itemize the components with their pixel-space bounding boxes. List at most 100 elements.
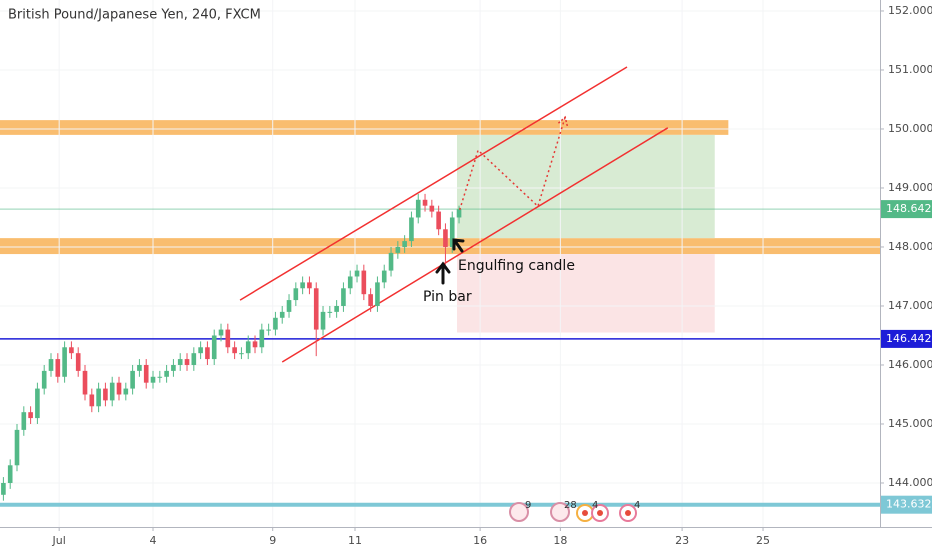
candle-body [177,359,183,365]
candle-body [245,341,251,354]
zone [457,134,715,239]
candle-body [293,288,299,301]
candles-layer [1,193,462,501]
candle-body [381,270,387,283]
candle-body [55,359,61,377]
candle-body [327,311,333,313]
projection-arrowhead [557,115,569,127]
candle-body [320,311,326,330]
candle-body [266,329,271,331]
candle-body [415,199,421,218]
candle-body [143,364,149,383]
candle-body [443,229,448,247]
candle-body [232,347,237,354]
x-tick-label: 25 [756,534,770,547]
candle-body [279,311,285,318]
candle-body [191,353,197,365]
y-tick-label: 152.000 [888,4,932,17]
y-tick-label: 145.000 [888,417,932,430]
price-label-box [881,200,932,219]
candle-body [62,347,67,377]
candle-body [286,300,292,312]
candle-body [164,370,169,377]
arrow [435,261,451,285]
x-tick-label: 11 [348,534,362,547]
candle-body [69,347,74,354]
event-icon [625,510,631,516]
x-tick-label: 4 [150,534,157,547]
candle-body [130,370,135,389]
trend-line [281,127,669,363]
lines-layer [0,66,880,507]
candle-body [48,359,54,371]
candle-body [273,317,278,330]
y-tick-label: 148.000 [888,240,932,253]
event-icon [509,502,529,522]
candle-body [35,388,40,419]
candle-body [1,482,6,495]
candle-body [14,429,20,466]
candle-body [334,305,339,312]
candle-body [198,347,203,354]
candle-body [123,388,129,395]
candle-body [368,294,373,306]
y-tick-label: 146.000 [888,358,932,371]
y-tick-label: 150.000 [888,122,932,135]
candle-body [354,270,360,277]
zone [0,120,729,135]
trend-line [239,66,628,301]
candle-body [41,370,47,389]
candle-body [21,412,27,430]
candle-body [89,394,95,407]
candle-body [171,364,176,371]
price-label-box [881,495,932,514]
candle-body [436,211,441,230]
candle-body [375,282,380,306]
axis-layer: 144.000 145.000 146.000 147.000 148.000 149.0… [52,4,932,547]
event-icon [582,510,588,516]
candle-body [307,282,312,289]
grid-layer [0,0,880,527]
candle-body [218,329,224,336]
event-icon [550,502,570,522]
candle-body [395,246,401,253]
candle-body [150,376,156,383]
zone [457,254,715,333]
chart-title: British Pound/Japanese Yen, 240, FXCM [8,8,261,23]
candle-body [252,341,258,348]
x-tick-label: 18 [553,534,567,547]
candle-body [429,205,435,212]
x-tick-label: 16 [473,534,487,547]
candle-body [75,353,81,371]
candle-body [82,370,88,395]
x-tick-label: 9 [269,534,276,547]
y-tick-label: 144.000 [888,476,932,489]
candle-body [96,388,101,407]
projection-path [459,116,566,211]
candle-body [388,252,394,271]
candle-body [402,241,407,247]
candle-body [28,412,33,419]
candle-body [137,364,142,371]
arrow [452,238,465,253]
annotation: Engulfing candle [458,258,575,274]
candle-body [116,382,122,395]
zones-layer [0,120,880,333]
candle-body [456,209,462,218]
price-label: 146.442 [886,332,932,345]
candle-body [341,288,346,306]
event-count: 4 [634,500,640,511]
event-icon [597,510,603,516]
candle-body [184,359,190,365]
annotation: Pin bar [423,289,472,305]
overlay-layer [459,115,569,211]
x-tick-label: 23 [675,534,689,547]
x-tick-label: Jul [52,534,66,547]
candle-body [422,199,428,206]
candle-body [211,335,217,360]
zone [0,238,880,255]
candle-body [259,329,265,348]
candle-body [157,376,163,378]
candle-body [409,217,414,242]
